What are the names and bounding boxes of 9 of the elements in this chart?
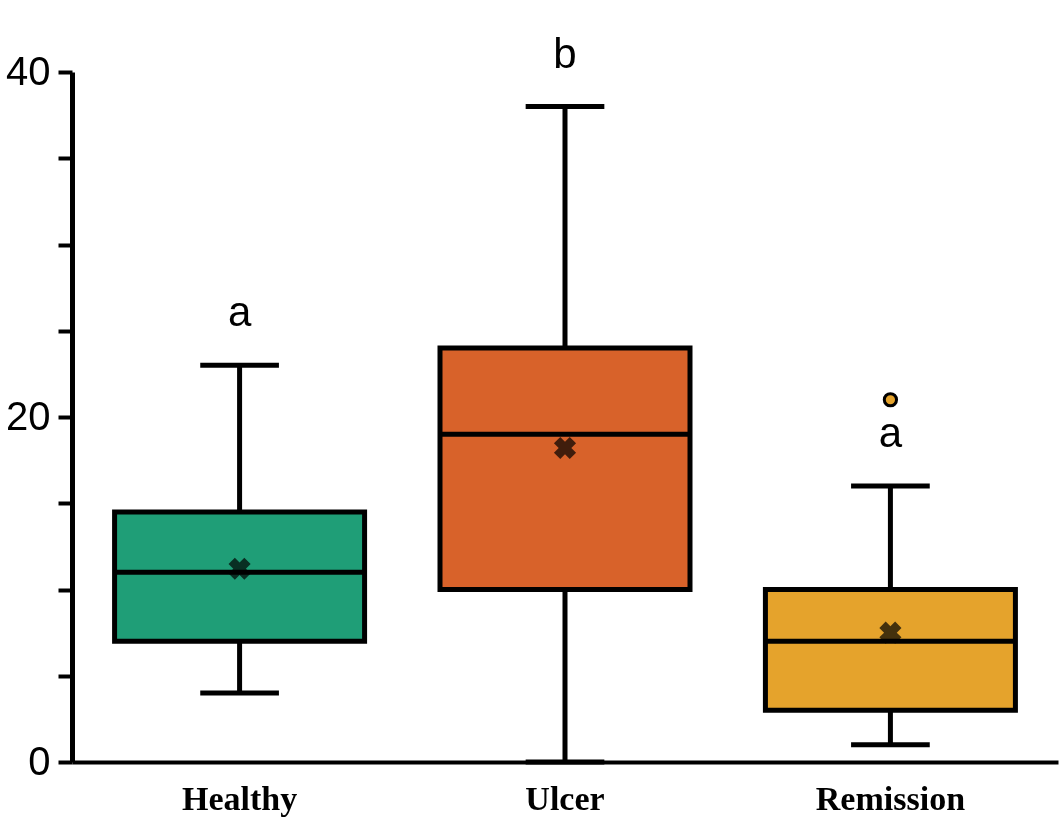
x-tick-label: Ulcer — [525, 779, 605, 817]
y-tick-label: 20 — [6, 393, 51, 438]
x-tick-label: Remission — [815, 779, 966, 817]
annotation: a — [227, 288, 252, 336]
y-tick-label: 0 — [28, 738, 51, 783]
x-tick-label: Healthy — [181, 779, 298, 817]
y-tick-label: 40 — [6, 48, 51, 93]
annotation: b — [553, 29, 577, 77]
annotation: a — [878, 409, 903, 456]
